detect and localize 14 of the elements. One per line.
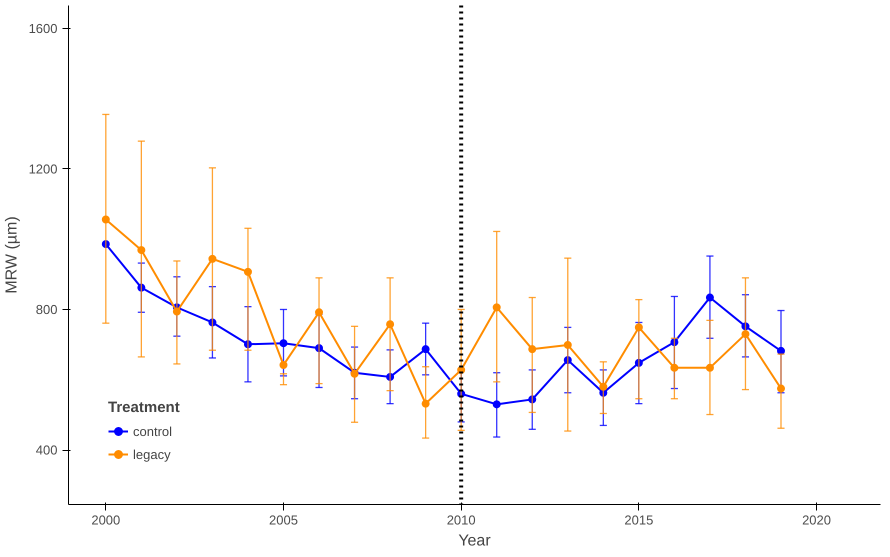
x-axis-title: Year <box>458 532 492 550</box>
x-tick-label: 2015 <box>624 512 654 528</box>
y-tick-label: 1200 <box>28 161 58 176</box>
x-tick-label: 2020 <box>802 512 831 528</box>
x-tick-label: 2000 <box>91 512 120 528</box>
legend-title: Treatment <box>108 399 180 416</box>
y-tick-label: 1600 <box>28 20 58 36</box>
legend-label: legacy <box>133 446 171 462</box>
y-axis-title: MRW (µm) <box>4 216 21 294</box>
x-tick-label: 2005 <box>269 512 298 528</box>
y-tick-label: 400 <box>36 442 58 458</box>
x-tick-label: 2010 <box>446 512 476 528</box>
legend-label: control <box>133 424 172 438</box>
y-tick-label: 800 <box>36 302 58 317</box>
